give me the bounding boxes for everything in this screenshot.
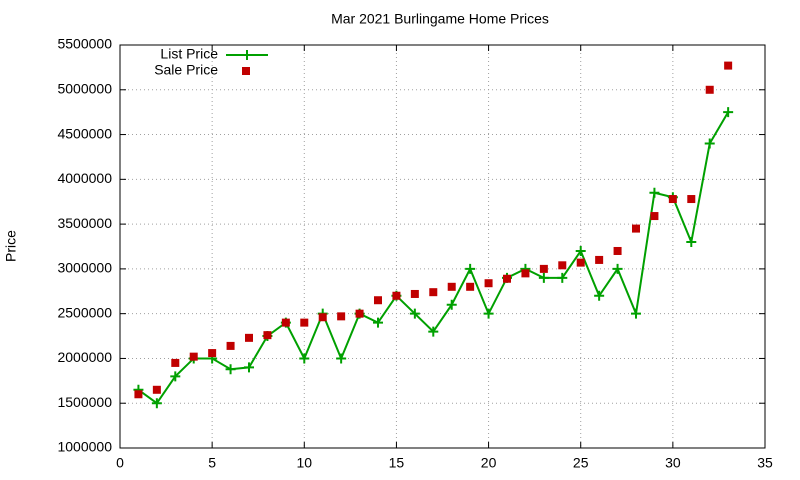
x-tick-label: 20 bbox=[481, 455, 497, 471]
point bbox=[300, 318, 309, 327]
point bbox=[723, 107, 734, 118]
y-tick-label: 5000000 bbox=[57, 80, 112, 96]
point bbox=[245, 333, 253, 342]
y-tick-label: 3500000 bbox=[57, 215, 112, 231]
point bbox=[538, 272, 549, 283]
point bbox=[244, 362, 254, 373]
chart-title: Mar 2021 Burlingame Home Prices bbox=[331, 11, 549, 27]
y-tick-label: 4500000 bbox=[57, 125, 112, 141]
x-tick-label: 15 bbox=[389, 455, 405, 471]
point bbox=[336, 353, 347, 364]
x-tick-label: 5 bbox=[208, 455, 216, 471]
point bbox=[428, 326, 439, 337]
y-tick-label: 3000000 bbox=[57, 260, 112, 276]
point bbox=[410, 289, 419, 298]
legend-label: Sale Price bbox=[154, 62, 218, 78]
point bbox=[595, 255, 604, 264]
point bbox=[649, 187, 660, 198]
x-tick-label: 0 bbox=[116, 455, 124, 471]
y-tick-label: 4000000 bbox=[57, 170, 112, 186]
point bbox=[171, 358, 180, 367]
point bbox=[631, 308, 641, 319]
point bbox=[281, 318, 290, 327]
point bbox=[575, 245, 586, 256]
point bbox=[503, 274, 511, 283]
y-axis-label: Price bbox=[3, 230, 19, 262]
point bbox=[263, 331, 272, 340]
point bbox=[483, 308, 494, 319]
point bbox=[225, 364, 236, 375]
x-tick-label: 10 bbox=[296, 455, 312, 471]
point bbox=[373, 317, 383, 328]
point bbox=[374, 296, 382, 305]
y-tick-label: 2000000 bbox=[57, 349, 112, 365]
point bbox=[687, 195, 696, 204]
point bbox=[208, 349, 217, 358]
point bbox=[632, 224, 640, 233]
legend-marker bbox=[242, 50, 252, 60]
point bbox=[594, 290, 605, 301]
legend-label: List Price bbox=[160, 46, 218, 62]
series-line bbox=[137, 111, 730, 405]
legend-marker bbox=[242, 67, 250, 75]
point bbox=[484, 279, 493, 288]
point bbox=[612, 263, 623, 274]
point bbox=[557, 272, 568, 283]
point bbox=[299, 353, 310, 364]
point bbox=[189, 352, 198, 361]
point bbox=[409, 308, 420, 319]
point bbox=[226, 341, 235, 350]
point bbox=[576, 258, 585, 267]
point bbox=[650, 212, 659, 221]
point bbox=[558, 261, 567, 270]
point bbox=[704, 138, 715, 149]
point bbox=[337, 312, 346, 321]
point bbox=[152, 385, 161, 394]
y-tick-label: 2500000 bbox=[57, 304, 112, 320]
point bbox=[151, 398, 162, 409]
y-tick-label: 1500000 bbox=[57, 394, 112, 410]
x-tick-label: 25 bbox=[573, 455, 589, 471]
point bbox=[466, 282, 475, 291]
point bbox=[355, 309, 364, 318]
point bbox=[521, 269, 530, 278]
point bbox=[446, 299, 457, 310]
plot-border bbox=[119, 44, 766, 449]
point bbox=[465, 263, 476, 274]
point bbox=[447, 282, 456, 291]
point bbox=[429, 288, 438, 297]
point bbox=[539, 264, 548, 273]
point bbox=[170, 371, 181, 382]
point bbox=[134, 390, 143, 399]
x-tick-label: 30 bbox=[665, 455, 681, 471]
point bbox=[724, 61, 733, 70]
y-tick-label: 1000000 bbox=[57, 439, 112, 455]
point bbox=[705, 85, 714, 94]
point bbox=[613, 246, 622, 255]
point bbox=[668, 195, 677, 204]
point bbox=[686, 237, 697, 248]
point bbox=[392, 291, 401, 300]
y-tick-label: 5500000 bbox=[57, 36, 112, 52]
point bbox=[318, 313, 327, 322]
x-tick-label: 35 bbox=[757, 455, 773, 471]
